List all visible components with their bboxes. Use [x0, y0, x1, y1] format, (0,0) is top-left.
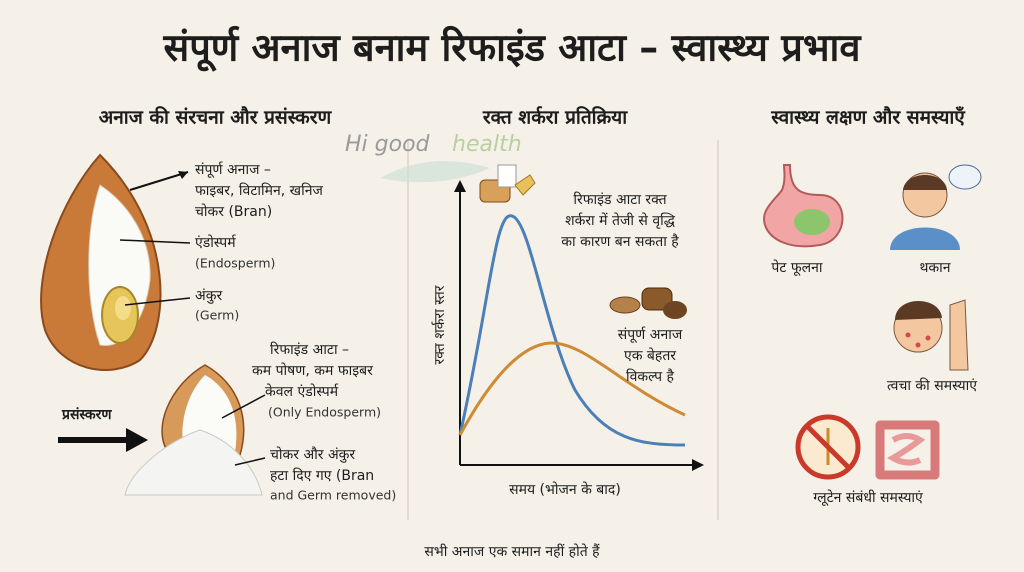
axis [692, 459, 704, 471]
shape [805, 424, 851, 470]
whole-grain-icon [609, 287, 687, 319]
symptom-label: पेट फूलना [771, 259, 823, 276]
tired-person-icon [890, 164, 982, 250]
label: कम पोषण, कम फाइबर [252, 362, 373, 379]
label: हटा दिए गए (Bran [270, 467, 374, 484]
pointer [178, 171, 188, 179]
label: प्रसंस्करण [61, 407, 112, 423]
refined-illustration [124, 364, 263, 496]
shape [895, 300, 942, 320]
axis-label: रक्त शर्करा स्तर [431, 285, 448, 364]
whole-curve [458, 341, 686, 436]
intestine-icon [875, 420, 940, 480]
shape [925, 335, 931, 341]
label: केवल एंडोस्पर्म [265, 383, 339, 400]
process-arrow [126, 428, 148, 452]
shape [663, 301, 687, 319]
section-heading: स्वास्थ्य लक्षण और समस्याएँ [770, 106, 966, 129]
label: चोकर और अंकुर [270, 446, 355, 463]
shape [915, 342, 921, 348]
shape [115, 296, 131, 320]
shape [890, 227, 960, 250]
label: फाइबर, विटामिन, खनिज [195, 182, 324, 199]
stomach-icon [763, 164, 844, 248]
annotation: संपूर्ण अनाज [618, 326, 683, 343]
watermark: health [452, 132, 522, 157]
shape [905, 332, 911, 338]
shape [609, 296, 641, 314]
shape [514, 174, 536, 196]
pointer [221, 394, 266, 419]
pointer [124, 297, 191, 306]
footer: सभी अनाज एक समान नहीं होते हैं [424, 543, 600, 560]
annotation: शर्करा में तेजी से वृद्धि [565, 212, 676, 229]
label: अंकुर [195, 288, 222, 304]
no-gluten-icon [795, 414, 861, 480]
label: एंडोस्पर्म [195, 234, 237, 251]
pointer [129, 171, 189, 191]
symptom-label: थकान [919, 260, 950, 276]
axis-label: समय (भोजन के बाद) [509, 481, 621, 498]
axis [454, 180, 466, 192]
watermark-leaf [380, 160, 490, 183]
section-heading: रक्त शर्करा प्रतिक्रिया [482, 106, 628, 129]
shape [875, 420, 940, 480]
pointer [234, 457, 266, 466]
refined-curve [458, 214, 686, 447]
shape [124, 429, 263, 496]
label: चोकर (Bran) [195, 203, 272, 220]
symptom-label: त्वचा की समस्याएं [887, 377, 977, 394]
shape [794, 209, 830, 235]
label: (Only Endosperm) [268, 405, 381, 420]
shape [886, 433, 926, 466]
label: (Endosperm) [195, 256, 275, 271]
shape [949, 299, 969, 371]
watermark: Hi good [345, 132, 431, 157]
shape [641, 287, 673, 311]
label: संपूर्ण अनाज – [195, 161, 271, 178]
label: (Germ) [195, 308, 239, 323]
shape [903, 175, 947, 190]
annotation: रिफाइंड आटा रक्त [573, 191, 667, 208]
title: संपूर्ण अनाज बनाम रिफाइंड आटा – स्वास्थ्… [163, 26, 863, 73]
label: रिफाइंड आटा – [270, 341, 349, 358]
shape [497, 164, 517, 188]
annotation: एक बेहतर [624, 347, 676, 364]
grain-illustration [40, 153, 162, 371]
annotation: विकल्प है [626, 368, 675, 385]
symptom-label: ग्लूटेन संबंधी समस्याएं [813, 489, 923, 506]
skin-icon [893, 299, 969, 371]
bread-icon [479, 164, 536, 203]
label: and Germ removed) [270, 488, 396, 503]
shape [948, 164, 982, 190]
pointer [119, 239, 191, 244]
annotation: का कारण बन सकता है [561, 233, 679, 250]
section-heading: अनाज की संरचना और प्रसंस्करण [99, 106, 333, 129]
